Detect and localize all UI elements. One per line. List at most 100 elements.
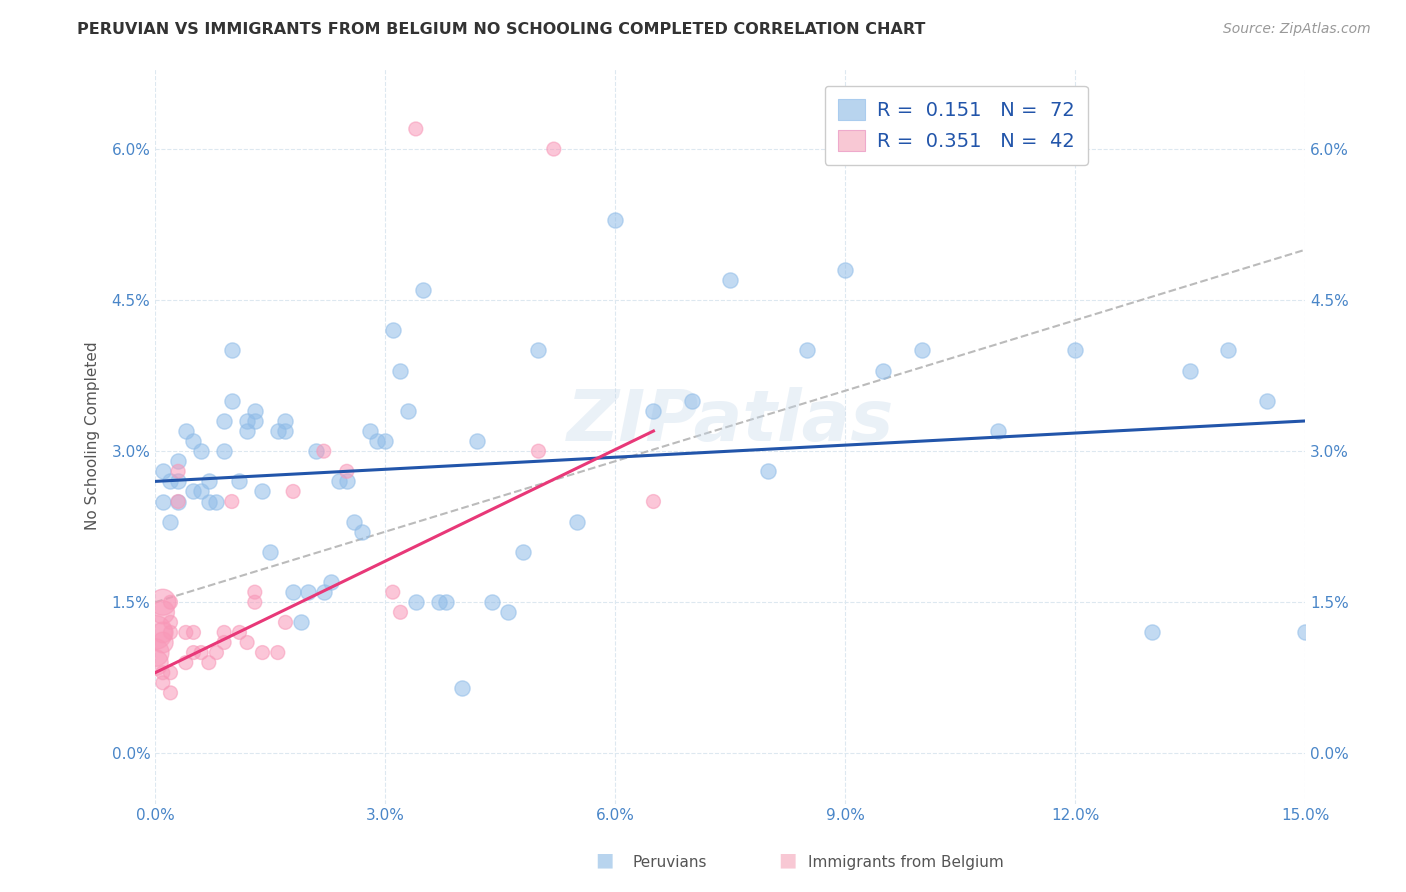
Point (167, 475, 190, 489)
Point (183, 646, 205, 660)
Point (343, 515, 366, 529)
Point (243, 585, 266, 599)
Point (167, 494, 190, 508)
Text: ■: ■ (595, 851, 614, 870)
Point (159, 475, 181, 489)
Point (643, 404, 665, 418)
Point (267, 424, 290, 438)
Point (152, 464, 174, 478)
Point (205, 646, 228, 660)
Point (152, 665, 174, 680)
Point (143, 625, 166, 640)
Point (1140, 625, 1163, 640)
Point (143, 656, 166, 670)
Point (527, 444, 550, 458)
Point (252, 646, 274, 660)
Point (436, 595, 458, 609)
Point (496, 605, 519, 619)
Point (221, 494, 243, 508)
Point (212, 414, 235, 428)
Point (183, 434, 205, 449)
Point (796, 343, 818, 358)
Text: Source: ZipAtlas.com: Source: ZipAtlas.com (1223, 22, 1371, 37)
Point (159, 665, 181, 680)
Point (405, 595, 427, 609)
Point (312, 444, 335, 458)
Point (159, 595, 181, 609)
Point (167, 464, 190, 478)
Point (352, 524, 374, 539)
Point (152, 625, 174, 640)
Point (212, 444, 235, 458)
Point (1064, 343, 1087, 358)
Point (183, 484, 205, 499)
Point (1294, 625, 1316, 640)
Point (374, 434, 396, 449)
Point (1178, 363, 1201, 377)
Point (236, 424, 259, 438)
Point (405, 122, 427, 136)
Point (198, 475, 221, 489)
Point (159, 615, 181, 630)
Point (305, 444, 328, 458)
Point (450, 681, 472, 695)
Point (274, 615, 297, 630)
Point (336, 464, 359, 478)
Point (1218, 343, 1240, 358)
Y-axis label: No Schooling Completed: No Schooling Completed (86, 342, 100, 531)
Point (389, 363, 412, 377)
Point (911, 343, 934, 358)
Point (643, 494, 665, 508)
Point (1256, 393, 1278, 408)
Point (198, 494, 221, 508)
Point (274, 414, 297, 428)
Point (205, 494, 228, 508)
Point (152, 595, 174, 609)
Point (412, 283, 434, 297)
Point (312, 585, 335, 599)
Point (190, 646, 212, 660)
Point (527, 343, 550, 358)
Point (236, 414, 259, 428)
Point (389, 605, 412, 619)
Text: Immigrants from Belgium: Immigrants from Belgium (808, 855, 1004, 870)
Point (718, 273, 741, 287)
Point (543, 142, 565, 156)
Point (321, 575, 343, 590)
Legend: R =  0.151   N =  72, R =  0.351   N =  42: R = 0.151 N = 72, R = 0.351 N = 42 (824, 86, 1088, 165)
Text: Peruvians: Peruvians (633, 855, 707, 870)
Point (190, 444, 212, 458)
Point (159, 625, 181, 640)
Point (228, 625, 250, 640)
Point (167, 454, 190, 468)
Point (281, 484, 304, 499)
Text: PERUVIAN VS IMMIGRANTS FROM BELGIUM NO SCHOOLING COMPLETED CORRELATION CHART: PERUVIAN VS IMMIGRANTS FROM BELGIUM NO S… (77, 22, 925, 37)
Point (297, 585, 319, 599)
Point (236, 635, 259, 649)
Point (243, 595, 266, 609)
Point (834, 263, 856, 277)
Point (174, 424, 197, 438)
Point (198, 656, 221, 670)
Point (987, 424, 1010, 438)
Point (290, 615, 312, 630)
Point (152, 605, 174, 619)
Point (465, 434, 488, 449)
Point (681, 393, 703, 408)
Point (174, 625, 197, 640)
Point (481, 595, 503, 609)
Point (243, 404, 266, 418)
Point (221, 393, 243, 408)
Point (281, 585, 304, 599)
Point (565, 515, 588, 529)
Point (183, 625, 205, 640)
Point (167, 494, 190, 508)
Point (252, 484, 274, 499)
Point (872, 363, 894, 377)
Point (359, 424, 381, 438)
Point (396, 404, 419, 418)
Point (328, 475, 350, 489)
Point (152, 675, 174, 690)
Point (366, 434, 388, 449)
Point (212, 635, 235, 649)
